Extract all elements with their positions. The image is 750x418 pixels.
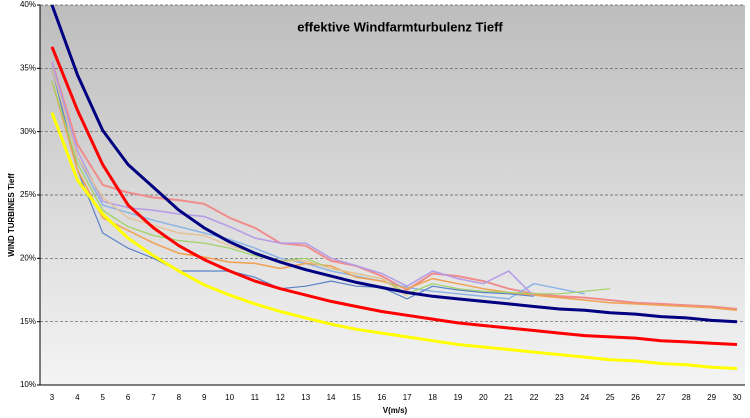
chart-title: effektive Windfarmturbulenz Tieff (297, 19, 503, 34)
x-tick-label: 26 (631, 393, 640, 402)
x-tick-label: 29 (707, 393, 716, 402)
x-tick-label: 27 (656, 393, 665, 402)
x-tick-label: 30 (733, 393, 742, 402)
x-axis-label: V(m/s) (383, 406, 408, 415)
x-tick-label: 8 (177, 393, 182, 402)
series-line (51, 80, 738, 312)
x-tick-label: 10 (225, 393, 234, 402)
x-tick-label: 25 (606, 393, 615, 402)
series-line (50, 4, 738, 324)
y-tick-label: 40% (20, 0, 36, 9)
x-tick-label: 6 (126, 393, 131, 402)
x-tick-label: 13 (301, 393, 310, 402)
y-tick-label: 35% (20, 63, 36, 72)
x-tick-label: 16 (377, 393, 386, 402)
x-tick-label: 11 (251, 393, 260, 402)
y-tick-label: 20% (20, 253, 36, 262)
y-tick-label: 10% (20, 380, 36, 389)
x-tick-label: 5 (101, 393, 106, 402)
x-tick-label: 12 (276, 393, 285, 402)
series-line (51, 68, 535, 300)
series-line (51, 68, 408, 297)
x-tick-label: 9 (202, 393, 207, 402)
x-tick-label: 15 (352, 393, 361, 402)
x-tick-label: 4 (75, 393, 80, 402)
x-tick-label: 28 (682, 393, 691, 402)
series-line (50, 112, 738, 370)
y-axis-label: WIND TURBINES Tieff (7, 173, 16, 257)
x-tick-label: 22 (530, 393, 539, 402)
x-tick-label: 19 (453, 393, 462, 402)
y-tick-label: 30% (20, 127, 36, 136)
x-tick-label: 3 (50, 393, 55, 402)
x-tick-label: 24 (580, 393, 589, 402)
x-tick-label: 18 (428, 393, 437, 402)
x-tick-label: 14 (327, 393, 336, 402)
series-line (50, 46, 738, 346)
x-tick-label: 20 (479, 393, 488, 402)
y-tick-label: 25% (20, 190, 36, 199)
x-tick-label: 23 (555, 393, 564, 402)
x-tick-label: 21 (504, 393, 513, 402)
y-tick-label: 15% (20, 317, 36, 326)
x-tick-label: 17 (403, 393, 412, 402)
x-tick-label: 7 (151, 393, 156, 402)
